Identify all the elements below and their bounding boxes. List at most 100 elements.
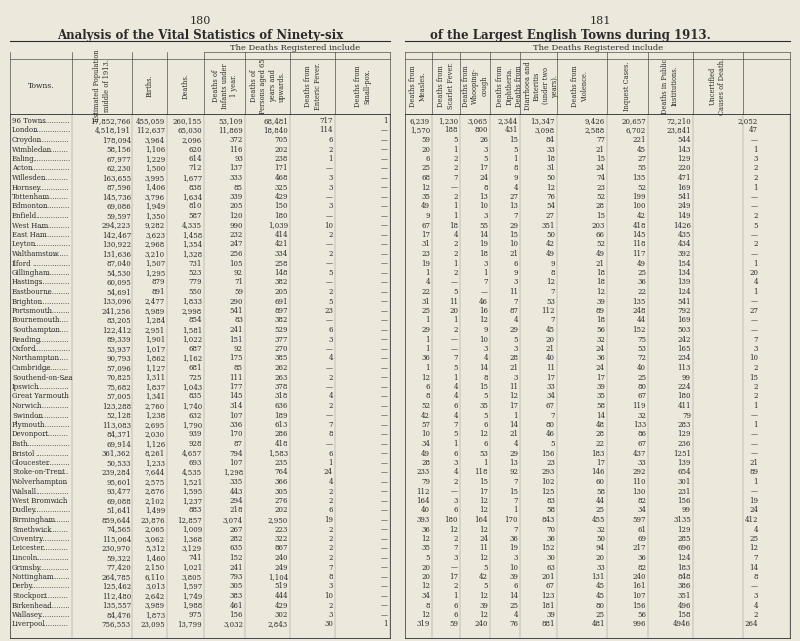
Text: 5: 5 — [483, 155, 488, 163]
Text: .................: ................. — [32, 126, 70, 135]
Text: ...........: ........... — [45, 573, 70, 581]
Text: Acton: Acton — [12, 165, 33, 172]
Text: —: — — [751, 193, 758, 201]
Text: 20: 20 — [421, 573, 430, 581]
Text: 14: 14 — [596, 412, 605, 419]
Text: Croydon: Croydon — [12, 136, 42, 144]
Text: ...............: ............... — [35, 136, 69, 144]
Text: 1,350: 1,350 — [145, 212, 165, 220]
Text: 5: 5 — [483, 563, 488, 572]
Text: 70,825: 70,825 — [106, 374, 131, 381]
Text: 18,840: 18,840 — [263, 126, 288, 135]
Text: 12: 12 — [749, 544, 758, 553]
Text: 232: 232 — [230, 231, 243, 239]
Text: 49: 49 — [637, 260, 646, 267]
Text: 29: 29 — [421, 326, 430, 334]
Text: 3: 3 — [484, 345, 488, 353]
Text: 169: 169 — [678, 317, 691, 324]
Text: 45: 45 — [596, 592, 605, 600]
Text: 3: 3 — [329, 203, 333, 210]
Text: 25: 25 — [421, 165, 430, 172]
Text: 20: 20 — [546, 335, 555, 344]
Text: 1,790: 1,790 — [182, 421, 202, 429]
Text: 218: 218 — [230, 506, 243, 515]
Text: 1: 1 — [754, 421, 758, 429]
Text: 1,901: 1,901 — [145, 335, 165, 344]
Text: of the Largest English Towns during 1913.: of the Largest English Towns during 1913… — [430, 29, 710, 42]
Text: 24: 24 — [479, 174, 488, 182]
Text: —: — — [451, 345, 458, 353]
Text: 112: 112 — [417, 488, 430, 495]
Text: 24: 24 — [596, 364, 605, 372]
Text: 4: 4 — [514, 440, 518, 448]
Text: Deaths from
Whooping-
cough: Deaths from Whooping- cough — [462, 65, 488, 107]
Text: 221: 221 — [633, 136, 646, 144]
Text: 3: 3 — [329, 611, 333, 619]
Text: 1: 1 — [426, 335, 430, 344]
Text: —: — — [381, 183, 388, 192]
Text: 1: 1 — [329, 459, 333, 467]
Text: 1: 1 — [454, 592, 458, 600]
Text: ............: ............ — [42, 174, 69, 182]
Text: 20,657: 20,657 — [622, 117, 646, 125]
Text: 35: 35 — [479, 402, 488, 410]
Text: 49: 49 — [596, 250, 605, 258]
Text: 366: 366 — [274, 478, 288, 486]
Text: 189: 189 — [274, 412, 288, 419]
Text: 12: 12 — [479, 497, 488, 505]
Text: 36: 36 — [509, 535, 518, 543]
Text: 1: 1 — [514, 506, 518, 515]
Text: 25: 25 — [596, 611, 605, 619]
Text: —: — — [381, 146, 388, 153]
Text: —: — — [451, 183, 458, 192]
Text: 22: 22 — [596, 440, 605, 448]
Text: 24: 24 — [596, 165, 605, 172]
Text: —: — — [381, 412, 388, 419]
Text: 613: 613 — [274, 421, 288, 429]
Text: 1,039: 1,039 — [268, 222, 288, 229]
Text: —: — — [381, 222, 388, 229]
Text: 294,223: 294,223 — [102, 222, 131, 229]
Text: 8: 8 — [550, 269, 555, 277]
Text: 1,106: 1,106 — [145, 146, 165, 153]
Text: 12: 12 — [479, 431, 488, 438]
Text: 2: 2 — [454, 240, 458, 249]
Text: ..............: .............. — [38, 117, 70, 125]
Text: 693: 693 — [189, 459, 202, 467]
Text: 217: 217 — [633, 544, 646, 553]
Text: 879: 879 — [151, 278, 165, 287]
Text: 170: 170 — [505, 516, 518, 524]
Text: 17: 17 — [479, 165, 488, 172]
Text: 794: 794 — [230, 449, 243, 458]
Text: 434: 434 — [678, 240, 691, 249]
Text: 800: 800 — [474, 126, 488, 135]
Text: Deaths from
Small-pox.: Deaths from Small-pox. — [354, 65, 371, 107]
Text: 1,311: 1,311 — [145, 374, 165, 381]
Text: 85: 85 — [234, 183, 243, 192]
Text: Gillingham: Gillingham — [12, 269, 50, 277]
Text: 29: 29 — [509, 449, 518, 458]
Text: 1: 1 — [754, 146, 758, 153]
Text: 260,155: 260,155 — [173, 117, 202, 125]
Text: 1,127: 1,127 — [145, 364, 165, 372]
Text: 49: 49 — [421, 449, 430, 458]
Text: 1,595: 1,595 — [182, 488, 202, 495]
Text: 40: 40 — [546, 354, 555, 363]
Text: —: — — [381, 126, 388, 135]
Text: —: — — [381, 240, 388, 249]
Text: 334: 334 — [274, 250, 288, 258]
Text: —: — — [751, 412, 758, 419]
Text: Hastings: Hastings — [12, 278, 43, 287]
Text: Bath: Bath — [12, 440, 29, 448]
Text: —: — — [751, 297, 758, 306]
Text: —: — — [381, 278, 388, 287]
Text: —: — — [326, 345, 333, 353]
Text: 102: 102 — [542, 478, 555, 486]
Text: 418: 418 — [633, 222, 646, 229]
Text: —: — — [381, 260, 388, 267]
Text: 241: 241 — [230, 326, 243, 334]
Text: 975: 975 — [189, 611, 202, 619]
Text: 3135: 3135 — [674, 516, 691, 524]
Text: 28: 28 — [421, 459, 430, 467]
Text: 3: 3 — [329, 583, 333, 590]
